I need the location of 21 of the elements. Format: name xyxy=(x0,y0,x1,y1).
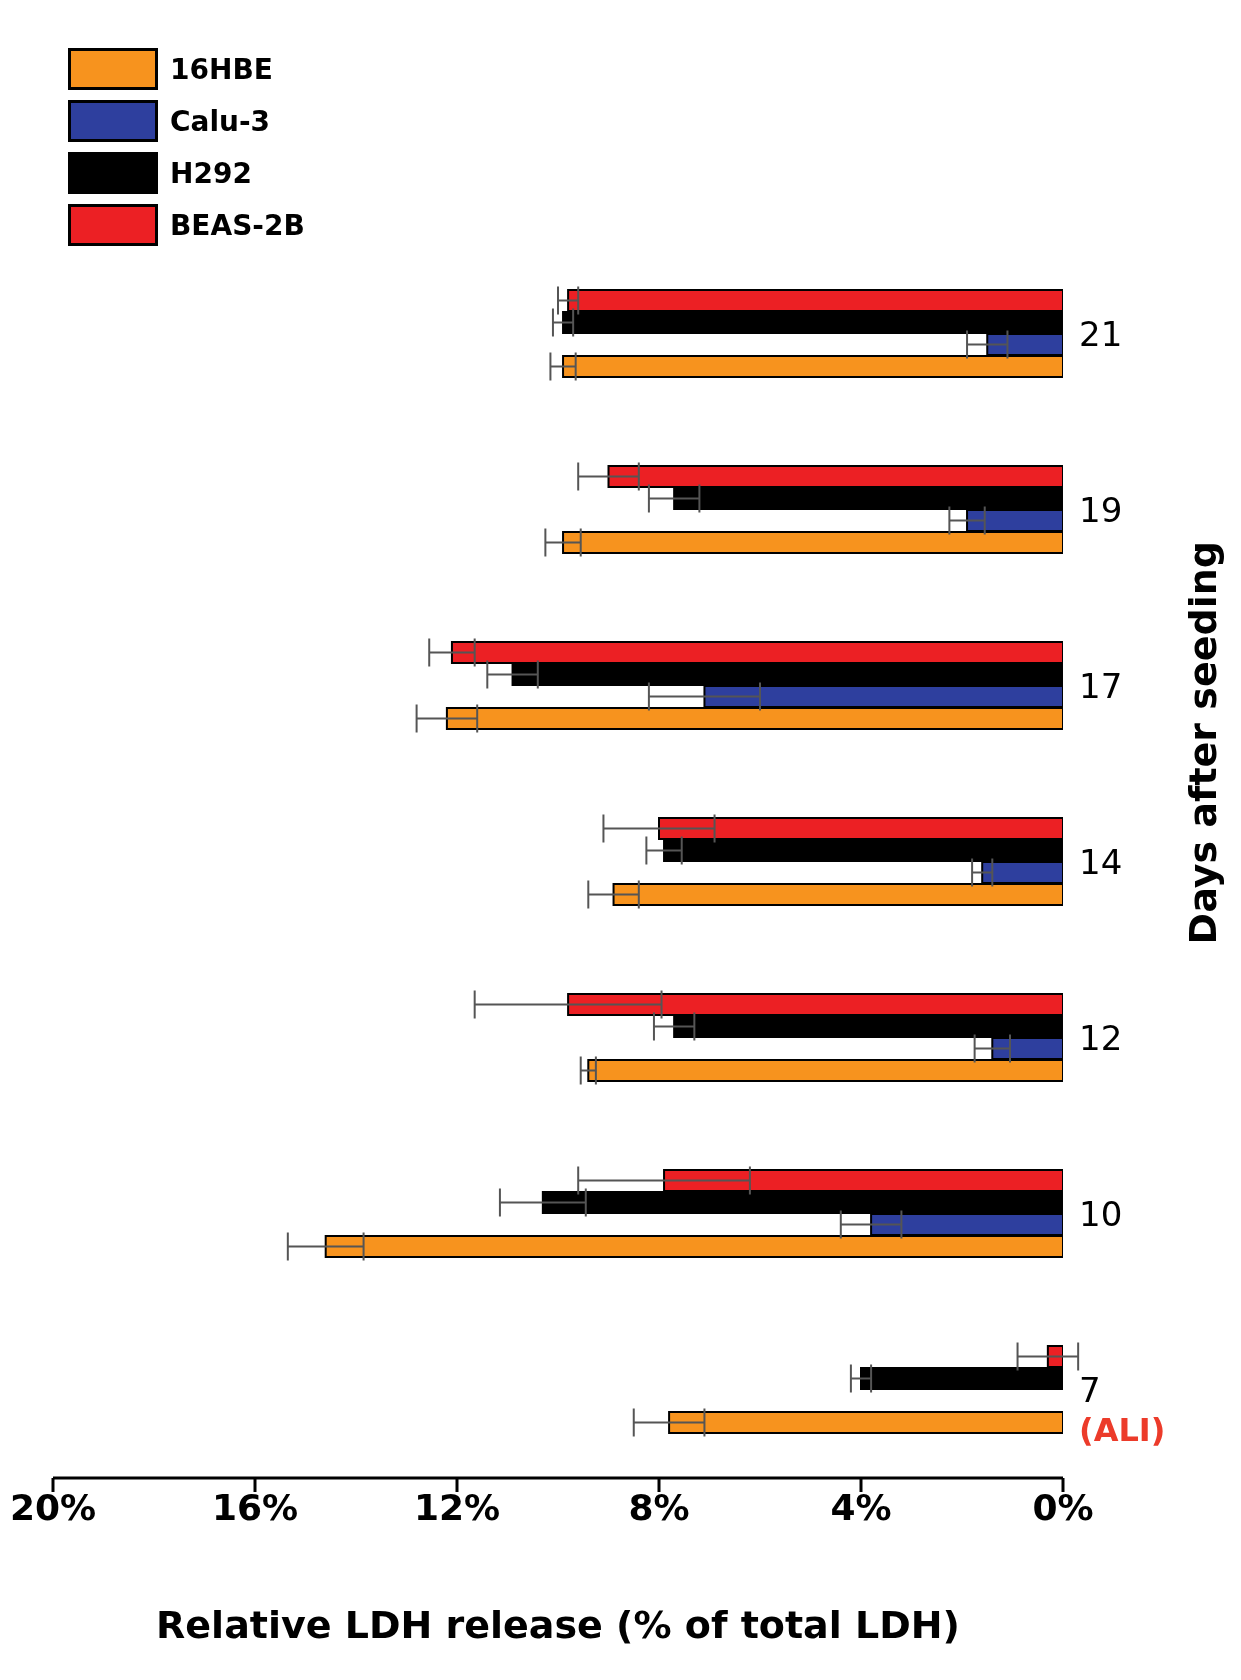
x-tick-label: 12% xyxy=(413,1486,501,1528)
x-axis-title: Relative LDH release (% of total LDH) xyxy=(156,1603,960,1647)
y-tick-label: 10 xyxy=(1079,1194,1123,1234)
x-tick-label: 0% xyxy=(1032,1486,1094,1528)
y-tick-label: 14 xyxy=(1079,842,1123,882)
y-tick-label: 12 xyxy=(1079,1018,1123,1058)
legend-label: H292 xyxy=(170,156,252,190)
legend-label: 16HBE xyxy=(170,52,273,86)
legend-label: BEAS-2B xyxy=(170,208,305,242)
y-axis-title: Days after seeding xyxy=(1181,541,1225,945)
x-tick-label: 16% xyxy=(211,1486,299,1528)
bar xyxy=(668,1411,1063,1434)
y-tick-label: 7 xyxy=(1079,1370,1101,1410)
x-tick-label: 8% xyxy=(628,1486,690,1528)
text: (ALI) xyxy=(1079,1411,1166,1449)
y-tick-label: 17 xyxy=(1079,666,1123,706)
legend-label: Calu-3 xyxy=(170,104,271,138)
y-tick-label: 21 xyxy=(1079,314,1123,354)
x-tick-label: 20% xyxy=(9,1486,97,1528)
y-tick-label: 19 xyxy=(1079,490,1123,530)
x-tick-label: 4% xyxy=(830,1486,892,1528)
